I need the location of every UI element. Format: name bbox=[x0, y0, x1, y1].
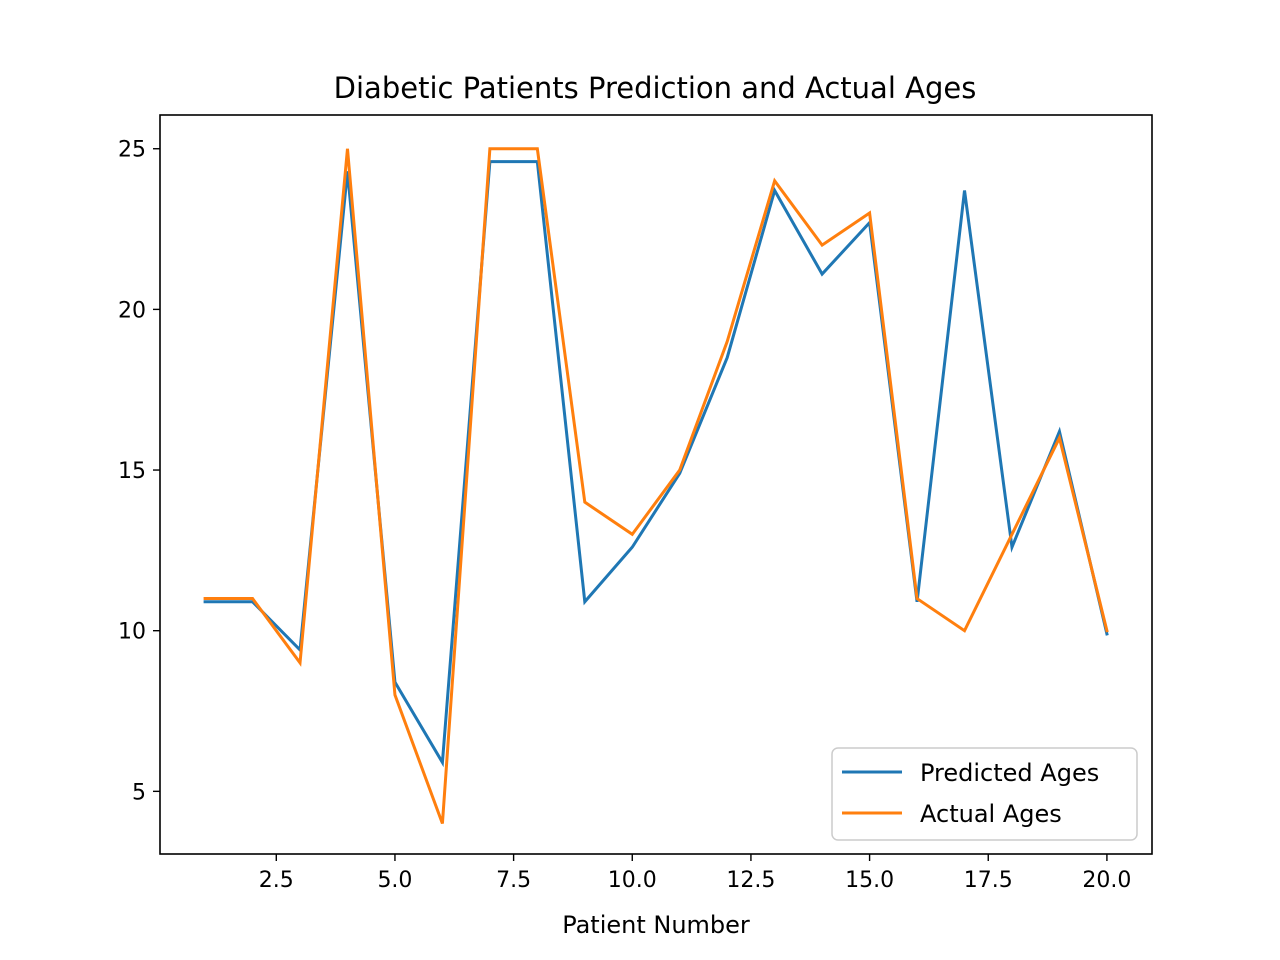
x-tick-label: 17.5 bbox=[964, 868, 1013, 893]
legend-label-predicted: Predicted Ages bbox=[920, 759, 1099, 787]
y-tick-label: 15 bbox=[118, 459, 146, 484]
legend: Predicted Ages Actual Ages bbox=[831, 747, 1138, 841]
x-tick-label: 12.5 bbox=[726, 868, 775, 893]
legend-frame bbox=[831, 747, 1138, 841]
y-tick-label: 5 bbox=[132, 780, 146, 805]
plot-frame bbox=[159, 114, 1153, 855]
x-tick-label: 5.0 bbox=[377, 868, 412, 893]
x-axis-label: Patient Number bbox=[562, 911, 750, 939]
legend-label-actual: Actual Ages bbox=[920, 800, 1062, 828]
y-tick-label: 20 bbox=[118, 298, 146, 323]
x-tick-label: 15.0 bbox=[845, 868, 894, 893]
x-tick-label: 2.5 bbox=[259, 868, 294, 893]
y-tick-label: 10 bbox=[118, 620, 146, 645]
series-line-actual bbox=[203, 147, 1109, 824]
x-tick-label: 20.0 bbox=[1082, 868, 1131, 893]
axes-layer: 2.5 5.0 7.5 10.0 12.5 15.0 17.5 20.0 5 10 15 20 25 bbox=[118, 138, 1131, 893]
chart-title: Diabetic Patients Prediction and Actual … bbox=[334, 71, 977, 105]
x-tick-label: 10.0 bbox=[608, 868, 657, 893]
series-layer bbox=[203, 147, 1109, 824]
x-tick-label: 7.5 bbox=[496, 868, 531, 893]
y-tick-label: 25 bbox=[118, 138, 146, 163]
